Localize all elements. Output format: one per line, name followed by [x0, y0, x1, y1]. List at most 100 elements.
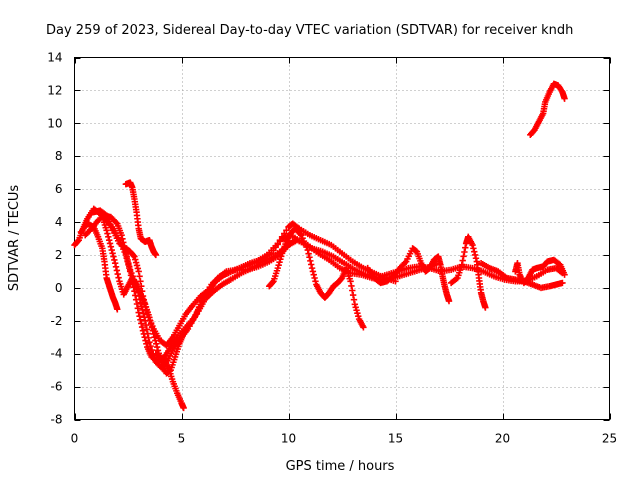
- data-point-marker: [276, 258, 283, 266]
- y-tick-label: -8: [51, 413, 63, 427]
- data-point-marker: [561, 95, 568, 102]
- data-point-marker: [311, 274, 318, 282]
- data-point-marker: [148, 346, 156, 354]
- y-tick-label: -2: [51, 314, 63, 328]
- data-point-marker: [146, 338, 153, 346]
- data-point-marker: [453, 275, 460, 283]
- data-point-marker: [350, 296, 358, 303]
- data-point-marker: [462, 244, 469, 251]
- data-point-marker: [353, 307, 360, 314]
- data-point-marker: [277, 256, 284, 263]
- data-point-marker: [445, 297, 453, 305]
- data-point-marker: [152, 251, 160, 259]
- data-point-marker: [125, 259, 132, 267]
- data-point-marker: [111, 259, 119, 267]
- data-point-marker: [134, 265, 142, 272]
- x-tick-label: 0: [71, 432, 79, 446]
- data-point-marker: [348, 282, 355, 290]
- data-point-marker: [131, 253, 138, 260]
- data-point-marker: [482, 304, 489, 311]
- data-point-marker: [107, 243, 115, 250]
- data-point-marker: [143, 326, 151, 333]
- data-point-marker: [108, 224, 115, 231]
- data-point-marker: [469, 241, 476, 249]
- y-tick-label: 0: [55, 281, 63, 295]
- data-point-marker: [301, 240, 309, 248]
- series-track-f: [122, 179, 160, 259]
- y-axis-title: SDTVAR / TECUs: [7, 185, 22, 292]
- data-point-marker: [74, 237, 82, 245]
- data-point-marker: [153, 343, 161, 351]
- data-point-marker: [312, 278, 319, 285]
- data-point-marker: [115, 274, 122, 281]
- data-point-marker: [136, 273, 143, 280]
- data-point-marker: [105, 233, 112, 241]
- data-point-marker: [126, 263, 133, 270]
- data-point-marker: [309, 268, 317, 275]
- data-point-marker: [299, 234, 306, 242]
- data-point-marker: [351, 301, 359, 308]
- data-point-marker: [113, 267, 121, 274]
- data-point-marker: [139, 327, 147, 334]
- series-track-e: [77, 220, 121, 313]
- data-point-marker: [104, 215, 112, 222]
- x-tick-label: 20: [495, 432, 510, 446]
- data-point-marker: [134, 305, 142, 312]
- data-point-marker: [114, 270, 121, 278]
- data-point-marker: [133, 300, 141, 308]
- grid-lines: [74, 57, 610, 420]
- y-tick-label: 14: [47, 51, 62, 65]
- chart-title: Day 259 of 2023, Sidereal Day-to-day VTE…: [46, 23, 573, 38]
- data-point-marker: [561, 271, 568, 278]
- series-track-d: [99, 213, 296, 377]
- data-point-marker: [148, 324, 156, 331]
- data-point-marker: [275, 261, 282, 269]
- data-point-marker: [135, 309, 142, 316]
- x-tick-label: 15: [388, 432, 403, 446]
- data-point-marker: [126, 266, 134, 273]
- data-point-marker: [401, 259, 409, 267]
- data-point-marker: [308, 264, 316, 272]
- data-point-marker: [459, 257, 466, 264]
- data-point-marker: [278, 253, 285, 260]
- data-point-marker: [283, 227, 290, 234]
- data-point-marker: [145, 334, 152, 342]
- data-point-marker: [150, 330, 157, 338]
- data-point-marker: [304, 246, 311, 254]
- data-point-marker: [289, 238, 296, 245]
- data-point-marker: [306, 254, 313, 261]
- data-point-marker: [138, 320, 145, 327]
- data-point-marker: [152, 337, 159, 344]
- y-tick-label: 10: [47, 116, 62, 130]
- series-track-m: [527, 80, 568, 139]
- y-tick-labels: -8 -6 -4 -2 0 2 4 6 8 10 12 14: [47, 51, 62, 427]
- data-point-marker: [349, 291, 357, 299]
- data-point-marker: [146, 314, 153, 321]
- series-track-i: [364, 245, 453, 305]
- data-point-marker: [144, 330, 151, 337]
- data-point-marker: [142, 321, 150, 329]
- axis-ticks: [74, 57, 611, 421]
- data-point-marker: [153, 340, 160, 348]
- data-point-marker: [105, 218, 113, 225]
- data-point-marker: [112, 263, 120, 271]
- x-tick-label: 10: [281, 432, 296, 446]
- data-point-marker: [112, 219, 120, 226]
- data-point-marker: [559, 279, 566, 287]
- data-point-marker: [349, 287, 356, 294]
- data-point-marker: [111, 256, 118, 264]
- data-point-marker: [307, 261, 315, 268]
- data-point-marker: [107, 221, 114, 228]
- x-tick-label: 5: [178, 432, 186, 446]
- data-point-marker: [104, 230, 111, 237]
- data-point-marker: [109, 250, 116, 257]
- y-tick-label: 4: [55, 215, 63, 229]
- data-point-marker: [124, 256, 131, 264]
- data-point-marker: [106, 240, 114, 247]
- data-point-marker: [110, 253, 117, 260]
- data-point-marker: [103, 212, 110, 219]
- series-track-g: [152, 350, 187, 412]
- data-point-marker: [118, 232, 125, 239]
- series-track-l: [512, 256, 568, 287]
